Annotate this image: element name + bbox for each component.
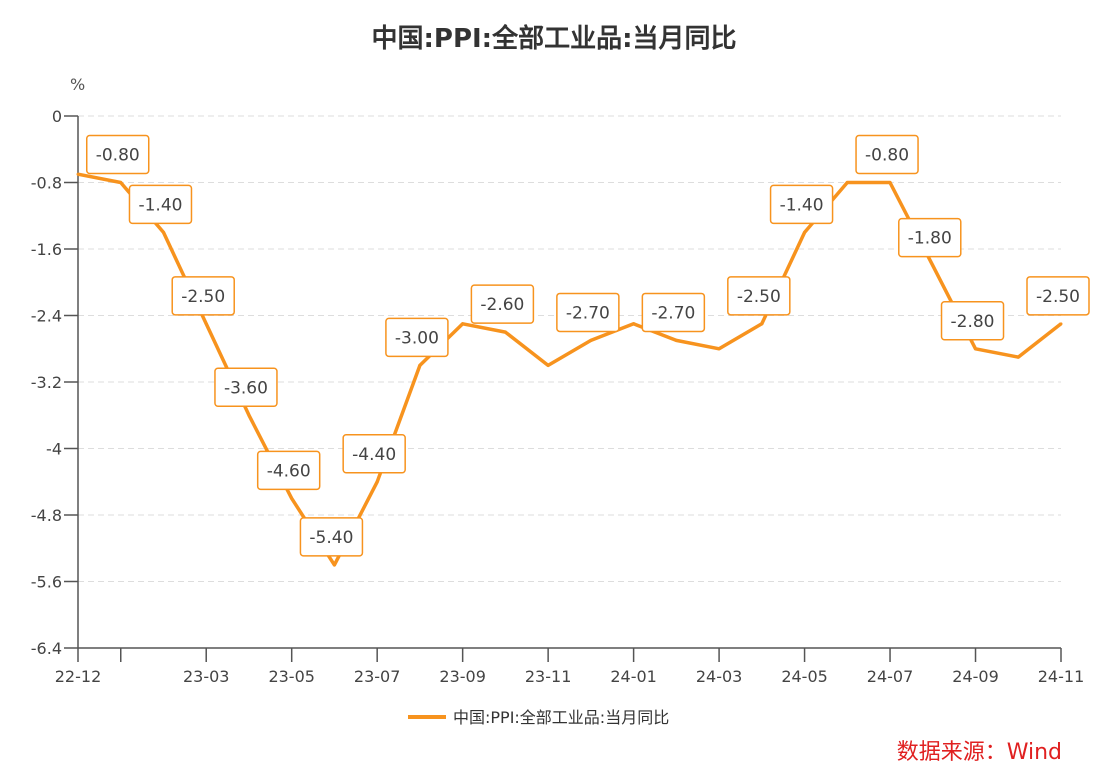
data-point — [461, 322, 465, 326]
data-point — [204, 322, 208, 326]
data-label-box — [171, 276, 235, 316]
data-label-box — [256, 450, 321, 491]
data-point — [674, 338, 678, 342]
data-label: -4.60 — [267, 461, 311, 481]
data-label: -2.50 — [737, 287, 781, 307]
x-tick-label: 24-05 — [781, 667, 828, 686]
data-label-box — [855, 134, 919, 175]
data-label-box — [128, 184, 193, 225]
data-point — [247, 413, 251, 417]
data-point — [119, 181, 123, 184]
data-label: -0.80 — [865, 146, 909, 166]
data-point — [375, 480, 379, 484]
data-label: -3.60 — [224, 378, 268, 398]
x-tick-label: 23-09 — [439, 667, 486, 686]
data-label: -1.80 — [908, 229, 952, 249]
x-tick-label: 24-11 — [1038, 667, 1085, 686]
data-label: -2.50 — [1036, 287, 1080, 307]
x-tick-label: 24-03 — [696, 667, 743, 686]
data-label: -2.70 — [651, 303, 695, 323]
data-point — [546, 363, 550, 367]
data-label: -5.40 — [309, 528, 353, 548]
data-point — [803, 230, 807, 234]
data-point — [503, 330, 507, 334]
data-label-box — [898, 217, 962, 258]
x-tick-label: 24-07 — [867, 667, 914, 686]
data-label-box — [769, 184, 834, 225]
data-label-box — [214, 367, 278, 407]
data-label: -3.00 — [395, 328, 439, 348]
data-label-box — [641, 292, 706, 333]
data-point — [760, 322, 764, 326]
y-tick-label: -0.8 — [31, 174, 62, 193]
data-point — [418, 363, 422, 367]
chart-title: 中国:PPI:全部工业品:当月同比 — [371, 24, 737, 54]
y-tick-label: 0 — [52, 107, 62, 126]
data-point — [589, 338, 593, 342]
data-label: -4.40 — [352, 445, 396, 465]
data-label: -2.50 — [181, 287, 225, 307]
data-label: -2.70 — [566, 303, 610, 323]
data-point — [888, 181, 892, 184]
y-tick-label: -6.4 — [31, 639, 62, 658]
x-tick-label: 23-07 — [354, 667, 401, 686]
y-tick-label: -2.4 — [31, 307, 62, 326]
data-label-box — [470, 284, 535, 324]
data-point — [632, 322, 636, 326]
source-note: 数据来源：Wind — [896, 740, 1062, 765]
data-label-box — [1026, 276, 1090, 316]
data-point — [161, 230, 165, 234]
x-tick-label: 23-05 — [268, 667, 315, 686]
data-label-box — [342, 434, 406, 474]
y-tick-label: -5.6 — [31, 573, 62, 592]
data-label-box — [556, 292, 620, 333]
data-point — [332, 563, 336, 567]
x-tick-label: 23-03 — [183, 667, 230, 686]
data-label-box — [385, 317, 449, 358]
data-point — [717, 347, 721, 351]
data-point — [290, 496, 294, 500]
y-axis-unit: % — [70, 75, 85, 94]
data-label: -2.80 — [951, 312, 995, 332]
data-point — [1016, 355, 1020, 359]
y-tick-label: -1.6 — [31, 240, 62, 259]
data-label-box — [299, 517, 364, 557]
data-point — [974, 347, 978, 351]
data-point — [931, 264, 935, 268]
x-tick-label: 24-01 — [610, 667, 657, 686]
data-label: -0.80 — [96, 146, 140, 166]
x-tick-label: 24-09 — [952, 667, 999, 686]
x-tick-label: 23-11 — [525, 667, 572, 686]
data-label-box — [727, 276, 791, 316]
y-tick-label: -3.2 — [31, 373, 62, 392]
data-label: -2.60 — [480, 295, 524, 315]
x-tick-label: 22-12 — [55, 667, 102, 686]
legend-label: 中国:PPI:全部工业品:当月同比 — [453, 708, 669, 727]
data-point — [1059, 322, 1063, 326]
data-point — [845, 181, 849, 184]
data-label-box — [940, 301, 1005, 341]
data-label: -1.40 — [138, 195, 182, 215]
y-tick-label: -4.8 — [31, 506, 62, 525]
data-label-box — [85, 134, 150, 175]
data-label: -1.40 — [780, 195, 824, 215]
y-tick-label: -4 — [46, 440, 62, 459]
data-point — [76, 172, 80, 176]
